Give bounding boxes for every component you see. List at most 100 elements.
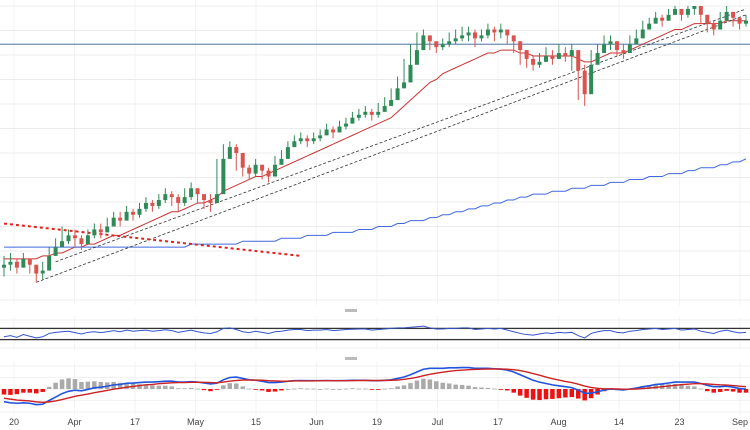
histogram-bar	[208, 389, 213, 392]
candle-body	[666, 14, 671, 21]
histogram-bar	[524, 389, 529, 398]
candle-body	[556, 53, 561, 59]
x-tick-label: 19	[372, 417, 382, 427]
histogram-bar	[98, 382, 104, 389]
candle-body	[647, 23, 652, 30]
x-tick-label: 15	[251, 417, 261, 427]
histogram-bar	[92, 381, 97, 389]
candle-body	[331, 129, 336, 133]
histogram-bar	[479, 387, 484, 389]
candle-body	[427, 35, 432, 42]
histogram-bar	[717, 389, 723, 392]
candle-body	[343, 123, 348, 127]
candle-body	[621, 50, 626, 54]
x-tick-label: 17	[130, 417, 140, 427]
histogram-bar	[317, 389, 323, 390]
histogram-bar	[408, 383, 413, 389]
histogram-bar	[59, 379, 65, 389]
histogram-bar	[195, 388, 200, 390]
histogram-bar	[698, 388, 704, 390]
candle-body	[634, 38, 639, 45]
candle-body	[414, 50, 419, 65]
histogram-bar	[163, 385, 168, 389]
candle-body	[202, 194, 207, 201]
candle-body	[311, 138, 316, 142]
histogram-bar	[414, 380, 420, 389]
histogram-bar	[137, 384, 142, 389]
candle-body	[1, 264, 7, 268]
candle-body	[679, 8, 684, 15]
histogram-bar	[53, 382, 58, 389]
x-tick-label: 20	[9, 417, 19, 427]
histogram-bar	[266, 389, 271, 392]
candle-body	[131, 211, 136, 215]
candle-body	[376, 111, 381, 115]
histogram-bar	[246, 388, 252, 390]
histogram-bar	[672, 383, 678, 389]
histogram-bar	[227, 383, 233, 389]
candle-body	[543, 55, 548, 62]
candle-body	[118, 217, 123, 221]
histogram-bar	[646, 385, 652, 389]
histogram-bar	[356, 388, 362, 390]
candle-body	[266, 170, 271, 177]
histogram-bar	[234, 383, 239, 389]
candle-body	[479, 35, 484, 39]
candle-body	[698, 6, 703, 15]
histogram-bar	[21, 389, 26, 393]
candle-body	[421, 35, 426, 51]
histogram-bar	[298, 388, 304, 390]
histogram-bar	[446, 383, 452, 389]
candle-body	[292, 141, 297, 148]
candle-body	[169, 194, 174, 198]
histogram-bar	[337, 389, 342, 390]
candle-body	[240, 153, 245, 168]
candle-body	[189, 188, 194, 198]
candle-body	[163, 194, 168, 201]
panel-resize-handle-1[interactable]	[345, 309, 357, 312]
candle-body	[105, 226, 110, 233]
histogram-bar	[434, 381, 439, 389]
histogram-bar	[640, 386, 646, 389]
candle-body	[369, 111, 374, 115]
histogram-bar	[150, 385, 155, 389]
candle-body	[595, 53, 600, 65]
candle-body	[27, 258, 32, 265]
histogram-bar	[537, 389, 542, 401]
panel-resize-handle-2[interactable]	[345, 357, 357, 360]
panel-separator-1[interactable]	[0, 305, 750, 317]
x-tick-label: 23	[674, 417, 684, 427]
histogram-bar	[285, 389, 291, 390]
histogram-bar	[350, 388, 355, 390]
histogram-bar	[375, 389, 381, 390]
histogram-bar	[498, 389, 504, 390]
x-tick-label: Jun	[309, 417, 324, 427]
panel-separator-2[interactable]	[0, 350, 750, 362]
candle-body	[318, 135, 323, 139]
histogram-bar	[382, 388, 387, 390]
histogram-bar	[543, 389, 549, 400]
candle-body	[279, 158, 284, 165]
histogram-bar	[569, 389, 575, 398]
candle-body	[208, 200, 213, 203]
histogram-bar	[72, 379, 78, 389]
histogram-bar	[453, 384, 458, 389]
price-grid	[0, 0, 750, 415]
histogram-bar	[517, 389, 523, 396]
histogram-bar	[388, 388, 394, 390]
candle-body	[660, 17, 665, 21]
x-tick-label: 14	[614, 417, 624, 427]
candle-body	[724, 11, 729, 21]
candle-body	[150, 202, 155, 206]
candle-body	[272, 164, 277, 177]
candle-body	[492, 29, 497, 33]
candle-body	[72, 235, 77, 239]
histogram-bar	[8, 389, 13, 395]
candle-body	[176, 197, 181, 203]
histogram-bar	[156, 385, 162, 389]
candle-body	[440, 44, 445, 48]
histogram-bar	[304, 388, 310, 390]
candle-body	[285, 147, 290, 159]
candle-body	[111, 217, 116, 227]
candle-body	[60, 241, 65, 248]
